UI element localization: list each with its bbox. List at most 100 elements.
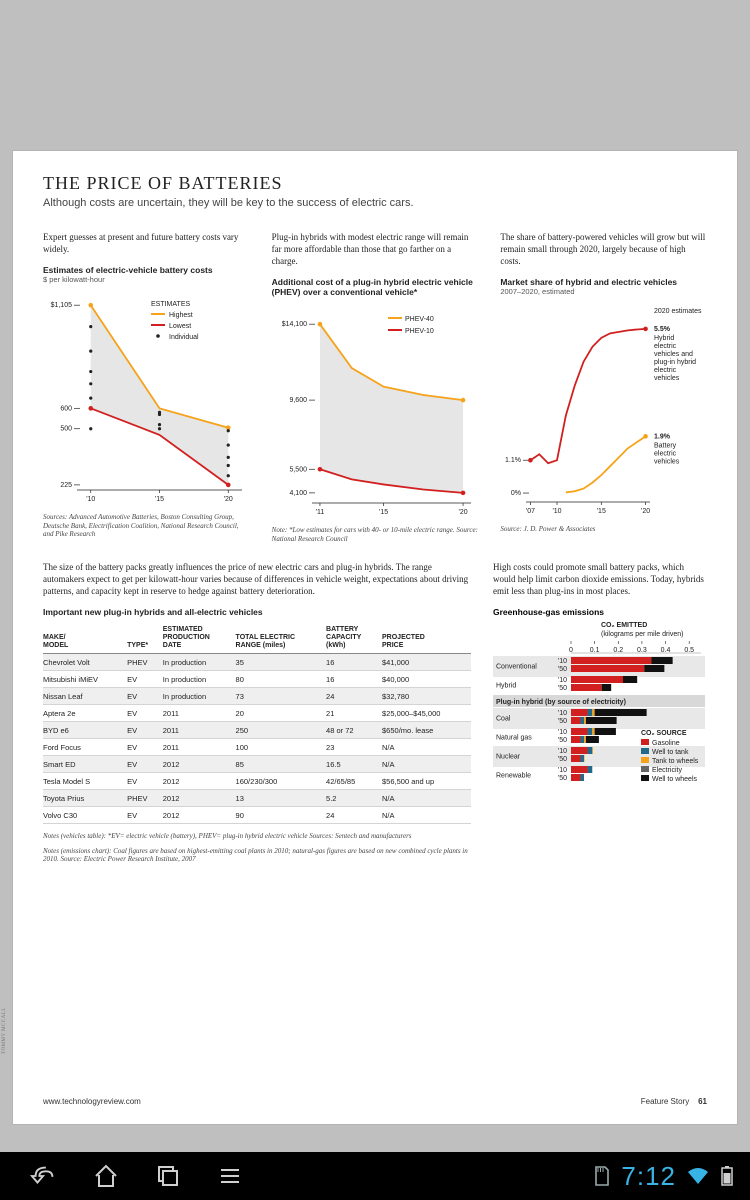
- battery-icon[interactable]: [720, 1165, 734, 1187]
- chart3-col: The share of battery-powered vehicles wi…: [500, 231, 707, 543]
- svg-text:vehicles and: vehicles and: [654, 351, 693, 358]
- svg-text:1.9%: 1.9%: [654, 433, 671, 440]
- table-cell: $650/mo. lease: [382, 722, 471, 739]
- table-header: TOTAL ELECTRICRANGE (miles): [236, 623, 327, 654]
- table-cell: 100: [236, 739, 327, 756]
- table-note2: Notes (emissions chart): Coal figures ar…: [43, 847, 471, 864]
- ghg-chart: CO₂ EMITTED(kilograms per mile driven)00…: [493, 617, 707, 857]
- section2-right: High costs could promote small battery p…: [493, 561, 707, 864]
- svg-text:'10: '10: [558, 658, 567, 665]
- sdcard-icon[interactable]: [593, 1165, 611, 1187]
- svg-text:1.1%: 1.1%: [505, 457, 521, 464]
- table-cell: 5.2: [326, 790, 382, 807]
- table-cell: 80: [236, 671, 327, 688]
- table-cell: 20: [236, 705, 327, 722]
- svg-text:5.5%: 5.5%: [654, 326, 671, 333]
- tablet-top-gap: [0, 0, 750, 150]
- svg-text:'15: '15: [597, 508, 606, 515]
- svg-text:'50: '50: [558, 737, 567, 744]
- svg-text:'15: '15: [155, 496, 164, 503]
- svg-text:'20: '20: [641, 508, 650, 515]
- table-cell: 24: [326, 688, 382, 705]
- section2: The size of the battery packs greatly in…: [43, 561, 707, 864]
- svg-text:PHEV-40: PHEV-40: [405, 316, 434, 323]
- ghg-title: Greenhouse-gas emissions: [493, 607, 707, 617]
- table-cell: 2012: [163, 756, 236, 773]
- table-cell: $32,780: [382, 688, 471, 705]
- tablet-bottom-gap: [0, 1125, 750, 1152]
- table-cell: 90: [236, 807, 327, 824]
- svg-text:'11: '11: [315, 509, 324, 516]
- sec2-right-intro: High costs could promote small battery p…: [493, 561, 707, 597]
- chart3-source: Source: J. D. Power & Associates: [500, 525, 707, 534]
- svg-text:plug-in hybrid: plug-in hybrid: [654, 359, 696, 366]
- table-row: Volvo C30EV20129024N/A: [43, 807, 471, 824]
- svg-text:vehicles: vehicles: [654, 458, 680, 465]
- chart2-title: Additional cost of a plug-in hybrid elec…: [272, 277, 479, 297]
- svg-text:0%: 0%: [511, 490, 521, 497]
- chart1: 225500600$1,105'10'15'20ESTIMATESHighest…: [43, 288, 250, 508]
- table-cell: 16: [326, 654, 382, 671]
- table-cell: N/A: [382, 739, 471, 756]
- svg-text:9,600: 9,600: [289, 397, 307, 404]
- svg-text:electric: electric: [654, 367, 677, 374]
- recent-apps-icon[interactable]: [154, 1162, 182, 1190]
- chart3-title: Market share of hybrid and electric vehi…: [500, 277, 707, 287]
- table-cell: 42/65/85: [326, 773, 382, 790]
- svg-text:Natural gas: Natural gas: [496, 735, 532, 742]
- svg-text:PHEV-10: PHEV-10: [405, 328, 434, 335]
- table-cell: EV: [127, 705, 163, 722]
- android-navbar: 7:12: [0, 1152, 750, 1200]
- table-cell: $40,000: [382, 671, 471, 688]
- table-cell: Aptera 2e: [43, 705, 127, 722]
- table-cell: In production: [163, 688, 236, 705]
- svg-text:Hybrid: Hybrid: [654, 335, 674, 342]
- table-row: Aptera 2eEV20112021$25,000–$45,000: [43, 705, 471, 722]
- menu-icon[interactable]: [216, 1162, 244, 1190]
- svg-text:Plug-in hybrid (by source of e: Plug-in hybrid (by source of electricity…: [496, 699, 626, 706]
- table-cell: 21: [326, 705, 382, 722]
- svg-text:ESTIMATES: ESTIMATES: [151, 301, 190, 308]
- chart3-intro: The share of battery-powered vehicles wi…: [500, 231, 707, 267]
- table-row: Ford FocusEV201110023N/A: [43, 739, 471, 756]
- table-cell: BYD e6: [43, 722, 127, 739]
- table-cell: $41,000: [382, 654, 471, 671]
- svg-text:(kilograms per mile driven): (kilograms per mile driven): [601, 631, 683, 638]
- wifi-icon[interactable]: [686, 1166, 710, 1186]
- document-page: TOMMY MCCALL THE PRICE OF BATTERIES Alth…: [12, 150, 738, 1125]
- table-row: BYD e6EV201125048 or 72$650/mo. lease: [43, 722, 471, 739]
- back-icon[interactable]: [30, 1162, 58, 1190]
- footer-url: www.technologyreview.com: [43, 1097, 141, 1106]
- section2-left: The size of the battery packs greatly in…: [43, 561, 471, 864]
- svg-text:Lowest: Lowest: [169, 323, 191, 330]
- svg-text:'10: '10: [86, 496, 95, 503]
- svg-text:'50: '50: [558, 775, 567, 782]
- svg-text:'10: '10: [558, 677, 567, 684]
- svg-text:'50: '50: [558, 685, 567, 692]
- table-cell: EV: [127, 688, 163, 705]
- table-cell: EV: [127, 807, 163, 824]
- table-row: Chevrolet VoltPHEVIn production3516$41,0…: [43, 654, 471, 671]
- table-cell: Chevrolet Volt: [43, 654, 127, 671]
- table-cell: 16: [326, 671, 382, 688]
- svg-text:2020 estimates: 2020 estimates: [654, 308, 702, 315]
- svg-text:'10: '10: [553, 508, 562, 515]
- table-cell: 23: [326, 739, 382, 756]
- svg-text:Well to tank: Well to tank: [652, 749, 689, 756]
- svg-text:$1,105: $1,105: [51, 302, 73, 309]
- table-header: ESTIMATEDPRODUCTIONDATE: [163, 623, 236, 654]
- side-credit: TOMMY MCCALL: [2, 1007, 7, 1054]
- table-cell: 85: [236, 756, 327, 773]
- chart1-source: Sources: Advanced Automotive Batteries, …: [43, 513, 250, 539]
- svg-text:'50: '50: [558, 756, 567, 763]
- chart2: 4,1005,5009,600$14,100'11'15'20PHEV-40PH…: [272, 301, 479, 521]
- home-icon[interactable]: [92, 1162, 120, 1190]
- svg-text:'20: '20: [458, 509, 467, 516]
- svg-text:Tank to wheels: Tank to wheels: [652, 758, 699, 765]
- table-cell: 16.5: [326, 756, 382, 773]
- table-cell: In production: [163, 654, 236, 671]
- chart2-col: Plug-in hybrids with modest electric ran…: [272, 231, 479, 543]
- svg-text:electric: electric: [654, 450, 677, 457]
- table-cell: $25,000–$45,000: [382, 705, 471, 722]
- page-title: THE PRICE OF BATTERIES: [43, 173, 707, 194]
